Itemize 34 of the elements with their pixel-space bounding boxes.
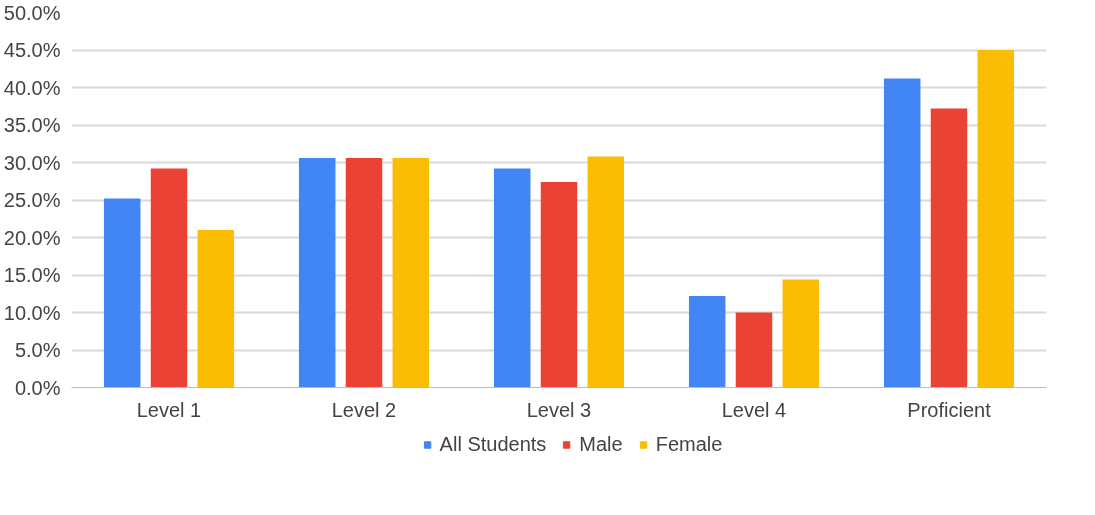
y-tick-label: 15.0% xyxy=(3,264,61,286)
bar xyxy=(688,296,726,388)
bar xyxy=(392,158,430,388)
bar xyxy=(298,158,336,388)
y-tick-label: 0.0% xyxy=(14,376,61,399)
y-tick-label: 25.0% xyxy=(3,189,61,211)
bar xyxy=(540,182,578,388)
x-tick-label: Level 4 xyxy=(721,398,787,421)
x-tick-label: Proficient xyxy=(907,398,992,421)
y-tick-label: 35.0% xyxy=(3,114,61,136)
bar xyxy=(345,158,383,388)
bar xyxy=(735,312,773,388)
bar xyxy=(197,230,235,388)
legend-label: All Students xyxy=(439,432,547,456)
bar xyxy=(493,168,531,388)
bar xyxy=(782,279,820,388)
bar xyxy=(883,78,921,388)
y-tick-label: 50.0% xyxy=(3,1,61,24)
bar xyxy=(150,168,188,388)
bar xyxy=(587,156,625,388)
y-tick-label: 45.0% xyxy=(3,39,61,61)
y-tick-label: 30.0% xyxy=(3,151,61,174)
y-tick-label: 10.0% xyxy=(3,301,61,324)
x-tick-label: Level 1 xyxy=(136,398,202,421)
y-tick-label: 5.0% xyxy=(14,339,61,361)
x-tick-label: Level 2 xyxy=(331,398,397,421)
legend-label: Female xyxy=(655,432,723,456)
bar xyxy=(930,108,968,388)
x-tick-label: Level 3 xyxy=(526,398,592,421)
bar xyxy=(103,198,141,388)
y-tick-label: 40.0% xyxy=(3,76,61,99)
y-tick-label: 20.0% xyxy=(3,226,61,249)
legend-label: Male xyxy=(579,432,623,456)
bar xyxy=(977,50,1015,388)
